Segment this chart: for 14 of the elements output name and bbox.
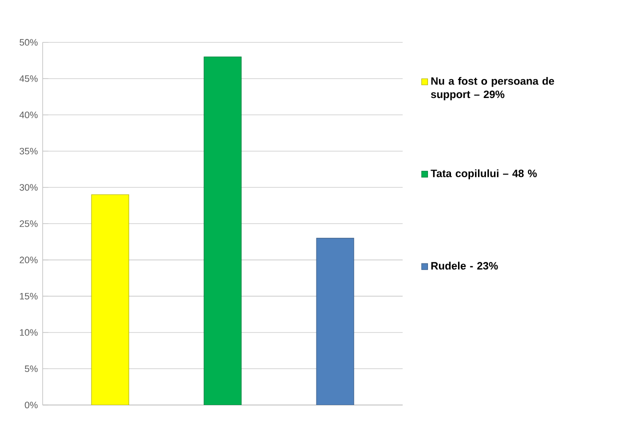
y-tick-label: 30% <box>20 184 38 191</box>
y-tick-label: 5% <box>24 365 38 372</box>
y-tick-label: 45% <box>19 75 38 82</box>
y-tick-label: 35% <box>20 148 38 154</box>
legend-label: Nu a fost o persoana de support – 29% <box>430 76 554 100</box>
y-tick-label: 0% <box>24 402 38 408</box>
y-tick-label: 25% <box>20 220 38 227</box>
legend-label: Rudele - 23% <box>431 262 498 270</box>
y-tick-label: 15% <box>20 292 38 300</box>
y-tick-label: 50% <box>20 39 38 46</box>
y-tick-label: 20% <box>20 256 38 264</box>
y-tick-label: 40% <box>19 112 38 118</box>
y-tick-label: 10% <box>20 329 38 336</box>
legend-label: Tata copilului – 48 % <box>430 169 537 180</box>
